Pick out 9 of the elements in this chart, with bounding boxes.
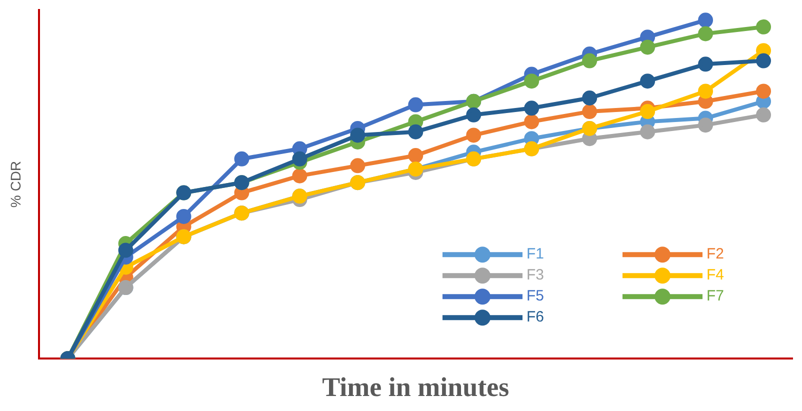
legend-label: F3 <box>526 266 544 284</box>
legend-label: F6 <box>526 308 544 326</box>
x-axis-title: Time in minutes <box>322 372 510 402</box>
legend-label: F7 <box>706 288 724 305</box>
legend-label: F5 <box>526 288 544 305</box>
legend-label: F1 <box>526 246 544 263</box>
legend-label: F4 <box>706 266 724 284</box>
y-axis-title: % CDR <box>7 160 24 208</box>
legend-label: F2 <box>706 246 724 263</box>
